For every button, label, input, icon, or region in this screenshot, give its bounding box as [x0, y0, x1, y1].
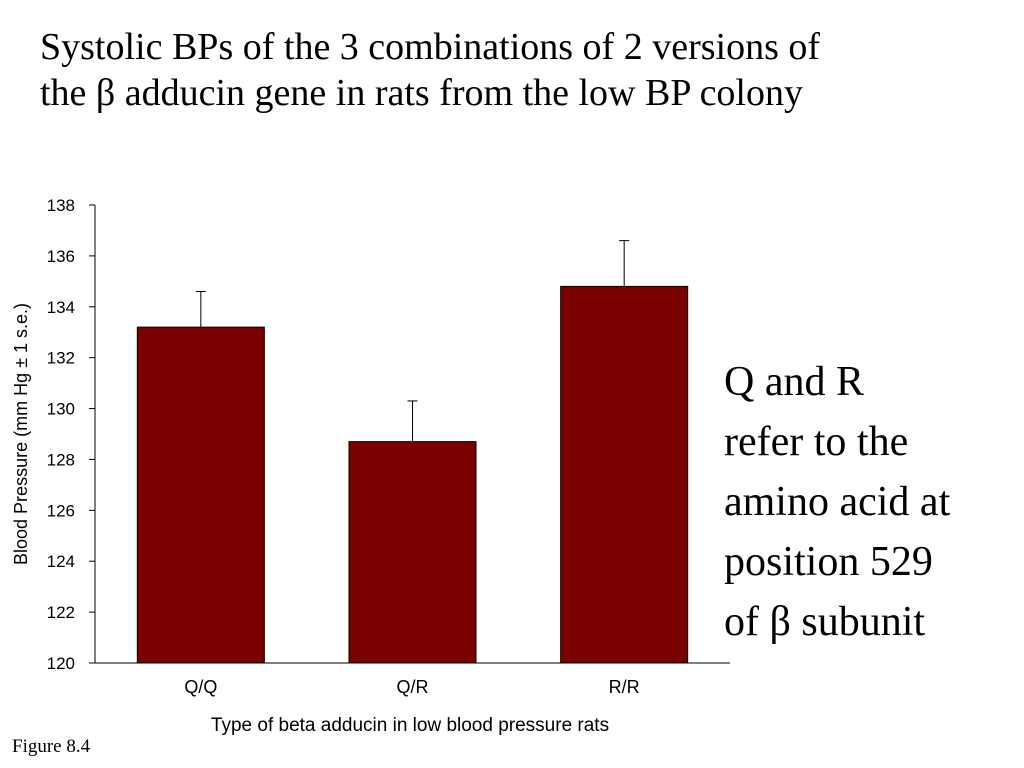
slide-title: Systolic BPs of the 3 combinations of 2 … — [40, 24, 1000, 116]
bars — [136, 285, 689, 664]
side-note-line-5: of β subunit — [724, 599, 926, 645]
bar — [136, 326, 265, 664]
side-note: Q and R refer to the amino acid at posit… — [724, 352, 1014, 652]
y-tick-label: 128 — [47, 450, 75, 469]
side-note-line-3: amino acid at — [724, 479, 951, 525]
bar — [560, 285, 689, 664]
y-axis-title: Blood Pressure (mm Hg ± 1 s.e.) — [11, 303, 31, 565]
x-tick-label: Q/R — [396, 677, 428, 697]
x-tick-label: Q/Q — [184, 677, 217, 697]
x-axis-labels: Q/Q Q/R R/R — [184, 677, 639, 697]
bar-chart: 120 122 124 126 128 130 132 134 136 138 Q/Q Q/R R/R… — [11, 196, 730, 736]
y-tick-label: 130 — [47, 400, 75, 419]
y-tick-label: 138 — [47, 196, 75, 215]
y-axis-ticks: 120 122 124 126 128 130 132 134 136 138 — [47, 196, 95, 673]
y-tick-label: 136 — [47, 247, 75, 266]
bar — [348, 441, 477, 664]
slide-title-line-2: the β adducin gene in rats from the low … — [40, 72, 803, 114]
figure-label: Figure 8.4 — [12, 736, 91, 757]
x-tick-label: R/R — [609, 677, 640, 697]
side-note-line-2: refer to the — [724, 419, 909, 465]
y-tick-label: 126 — [47, 501, 75, 520]
side-note-line-4: position 529 — [724, 539, 933, 585]
y-tick-label: 122 — [47, 603, 75, 622]
y-tick-label: 120 — [47, 654, 75, 673]
slide-title-line-1: Systolic BPs of the 3 combinations of 2 … — [40, 26, 821, 68]
x-axis-title: Type of beta adducin in low blood pressu… — [211, 715, 609, 736]
y-tick-label: 134 — [47, 298, 75, 317]
y-tick-label: 132 — [47, 349, 75, 368]
error-bars — [195, 240, 630, 442]
y-tick-label: 124 — [47, 552, 75, 571]
side-note-line-1: Q and R — [724, 359, 864, 405]
